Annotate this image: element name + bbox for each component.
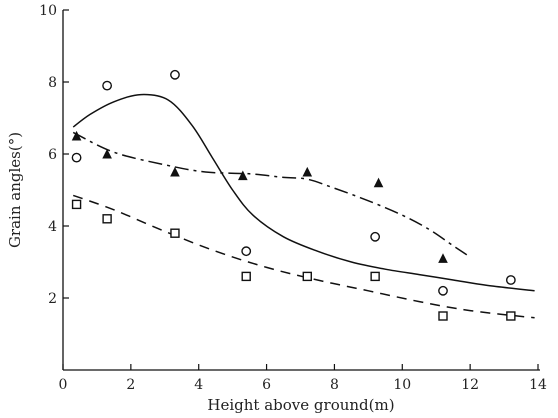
data-point-triangle <box>71 130 82 141</box>
series-square <box>71 194 535 321</box>
y-tick-label: 10 <box>39 3 57 19</box>
data-point-square <box>241 271 251 282</box>
x-tick-label: 0 <box>59 377 68 393</box>
data-point-triangle <box>102 148 112 159</box>
y-tick-label: 4 <box>48 219 57 235</box>
data-point-square <box>170 228 180 238</box>
data-point-circle <box>241 246 252 257</box>
data-point-circle <box>170 69 180 80</box>
trend-line-triangle <box>72 131 468 256</box>
data-point-circle <box>71 152 82 163</box>
y-tick-label: 6 <box>48 147 57 163</box>
data-point-circle <box>438 285 448 296</box>
x-tick-label: 6 <box>262 377 271 393</box>
data-point-triangle <box>170 166 180 177</box>
series-triangle <box>71 130 468 263</box>
data-point-triangle <box>373 177 384 188</box>
data-point-square <box>102 214 112 224</box>
y-tick-label: 2 <box>48 291 57 307</box>
x-tick-label: 10 <box>393 377 411 393</box>
data-point-circle <box>505 275 516 285</box>
x-tick-label: 2 <box>126 377 135 393</box>
x-tick-label: 4 <box>194 377 203 393</box>
plot-area <box>71 69 535 321</box>
y-axis-label: Grain angles(°) <box>6 132 24 248</box>
data-point-circle <box>370 231 381 242</box>
series-circle <box>71 69 535 296</box>
data-point-square <box>438 311 448 321</box>
trend-line-square <box>72 194 535 319</box>
axes: 0 2 4 6 8 10 12 14 2 4 6 8 10 <box>39 3 547 393</box>
y-tick-label: 8 <box>48 75 57 91</box>
data-point-square <box>302 271 312 282</box>
data-point-triangle <box>238 170 248 181</box>
data-point-square <box>506 311 516 321</box>
data-point-triangle <box>302 166 313 177</box>
x-tick-label: 12 <box>461 377 479 393</box>
data-point-circle <box>102 80 113 91</box>
data-point-triangle <box>438 253 448 263</box>
data-point-square <box>370 271 380 282</box>
x-tick-label: 14 <box>529 377 547 393</box>
data-point-square <box>71 199 82 210</box>
x-axis-label: Height above ground(m) <box>207 396 394 414</box>
x-tick-label: 8 <box>330 377 339 393</box>
trend-line-circle <box>72 93 535 292</box>
